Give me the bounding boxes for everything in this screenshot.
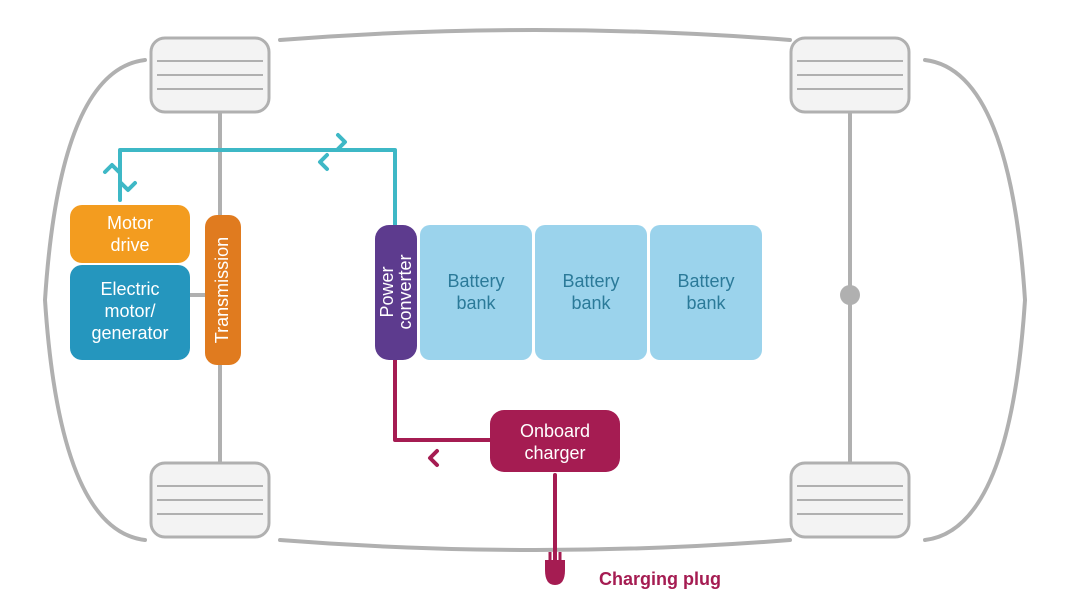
wheel-rear-right: [791, 463, 909, 537]
motor-drive-label-2: drive: [110, 235, 149, 255]
power-converter-label-2: converter: [395, 254, 415, 329]
battery-bank-label-2: bank: [456, 293, 496, 313]
power-converter-label-1: Power: [377, 266, 397, 317]
transmission-label: Transmission: [212, 237, 232, 343]
wheel-rear-left: [791, 38, 909, 112]
electric-motor-label-1: Electric: [100, 279, 159, 299]
onboard-charger-label-1: Onboard: [520, 421, 590, 441]
charging-plug-label: Charging plug: [599, 569, 721, 589]
battery-bank-label-2: bank: [686, 293, 726, 313]
motor-drive-label-1: Motor: [107, 213, 153, 233]
battery-bank-label-1: Battery: [562, 271, 619, 291]
ev-architecture-diagram: Motordrive Electricmotor/generator Transmi…: [0, 0, 1070, 602]
battery-bank-label-1: Battery: [677, 271, 734, 291]
electric-motor-label-3: generator: [91, 323, 168, 343]
onboard-charger-label-2: charger: [524, 443, 585, 463]
battery-bank-label-2: bank: [571, 293, 611, 313]
electric-motor-label-2: motor/: [104, 301, 155, 321]
wheel-front-left: [151, 38, 269, 112]
battery-bank-label-1: Battery: [447, 271, 504, 291]
wheel-front-right: [151, 463, 269, 537]
